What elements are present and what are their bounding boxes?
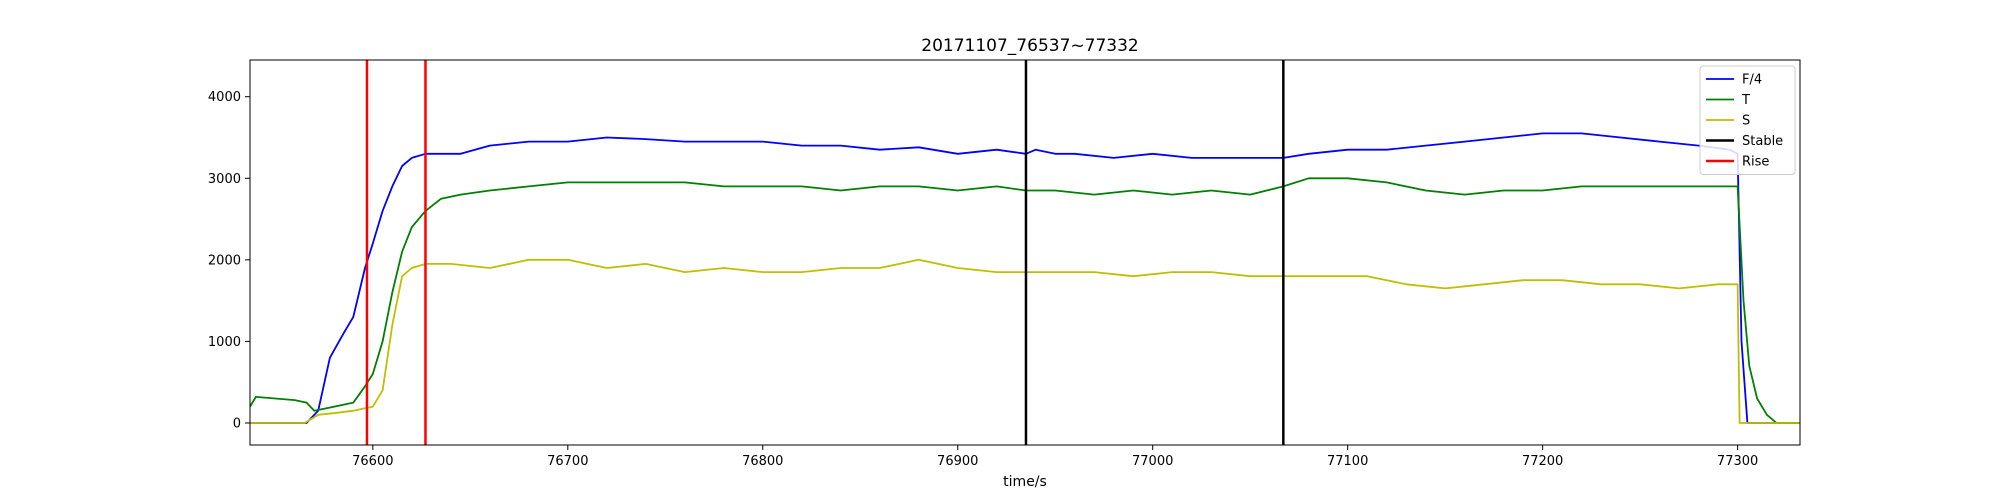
x-tick-label: 76800: [742, 454, 783, 469]
y-tick-label: 1000: [208, 335, 241, 350]
series-line-s: [250, 258, 1800, 424]
y-tick-label: 2000: [208, 253, 241, 268]
series-line-f-4: [250, 132, 1800, 424]
chart-title: 20171107_76537~77332: [921, 36, 1138, 56]
x-tick-label: 76700: [547, 454, 588, 469]
legend-label-stable: Stable: [1742, 134, 1783, 149]
legend-label-t: T: [1741, 93, 1750, 108]
series-layer: [250, 132, 1800, 424]
x-tick-label: 77000: [1132, 454, 1173, 469]
y-axis: 0 1000 2000 3000 4000: [208, 90, 250, 431]
vline-layer: [365, 60, 1285, 445]
plot-frame: [249, 59, 1801, 446]
y-tick-label: 3000: [208, 172, 241, 187]
x-tick-label: 76600: [352, 454, 393, 469]
x-tick-label: 77300: [1717, 454, 1758, 469]
x-axis-title: time/s: [1003, 474, 1047, 490]
y-tick-label: 0: [233, 416, 241, 431]
x-tick-label: 77100: [1327, 454, 1368, 469]
legend-box: [1699, 65, 1796, 175]
x-tick-label: 77200: [1522, 454, 1563, 469]
series-line-t: [250, 177, 1800, 424]
legend-label-rise: Rise: [1742, 155, 1769, 170]
legend-label-f-4: F/4: [1742, 73, 1762, 88]
legend: F/4 TS Stable Rise: [1699, 65, 1796, 175]
y-tick-label: 4000: [208, 90, 241, 105]
x-tick-label: 76900: [937, 454, 978, 469]
legend-label-s: S: [1742, 114, 1750, 129]
x-axis: 76600 76700 76800 76900 77000 77100 77200 77300: [352, 445, 1758, 469]
